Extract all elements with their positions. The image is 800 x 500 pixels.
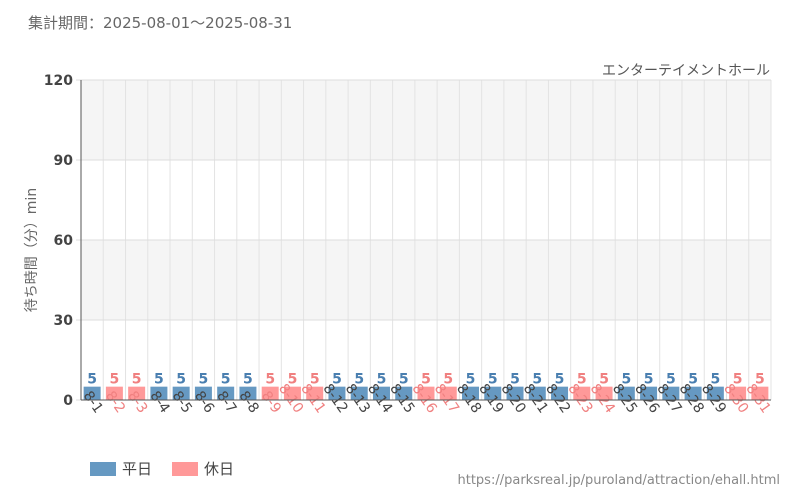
source-url[interactable]: https://parksreal.jp/puroland/attraction…: [457, 473, 781, 488]
legend: 平日 休日: [90, 458, 234, 479]
value-label: 5: [510, 372, 520, 388]
value-label: 5: [288, 372, 298, 388]
y-tick-label: 90: [54, 153, 74, 169]
legend-swatch-holiday: [172, 461, 199, 476]
value-label: 5: [199, 372, 209, 388]
value-label: 5: [421, 372, 431, 388]
value-label: 5: [755, 372, 765, 388]
grid-band: [81, 80, 771, 160]
bar-8-29[interactable]: [706, 386, 724, 400]
value-label: 5: [577, 372, 587, 388]
value-label: 5: [154, 372, 164, 388]
bar-8-23[interactable]: [573, 386, 591, 400]
legend-label-holiday: 休日: [204, 460, 235, 478]
bar-8-18[interactable]: [462, 386, 480, 400]
value-label: 5: [377, 372, 387, 388]
legend-item-holiday[interactable]: 休日: [172, 458, 234, 479]
value-label: 5: [176, 372, 186, 388]
bar-8-14[interactable]: [372, 386, 390, 400]
value-label: 5: [265, 372, 275, 388]
legend-label-weekday: 平日: [122, 460, 153, 478]
bar-8-9[interactable]: [261, 386, 279, 400]
bar-8-2[interactable]: [105, 386, 123, 400]
bar-8-4[interactable]: [150, 386, 168, 400]
bar-8-10[interactable]: [283, 386, 301, 400]
period-label: 集計期間：2025-08-01～2025-08-31: [28, 14, 293, 32]
value-label: 5: [110, 372, 120, 388]
bar-8-24[interactable]: [595, 386, 613, 400]
y-tick-label: 60: [54, 233, 74, 249]
bar-8-15[interactable]: [395, 386, 413, 400]
grid-band: [81, 240, 771, 320]
value-label: 5: [243, 372, 253, 388]
bar-8-26[interactable]: [640, 386, 658, 400]
bar-8-13[interactable]: [350, 386, 368, 400]
bar-8-27[interactable]: [662, 386, 680, 400]
bar-8-21[interactable]: [528, 386, 546, 400]
y-tick-label: 30: [54, 313, 74, 329]
legend-swatch-weekday: [90, 461, 116, 476]
value-label: 5: [466, 372, 476, 388]
value-label: 5: [644, 372, 654, 388]
bar-8-22[interactable]: [551, 386, 569, 400]
y-tick-label: 0: [63, 393, 73, 409]
value-label: 5: [488, 372, 498, 388]
legend-item-weekday[interactable]: 平日: [90, 458, 152, 479]
value-label: 5: [443, 372, 453, 388]
attraction-name: エンターテイメントホール: [602, 63, 770, 79]
value-label: 5: [399, 372, 409, 388]
value-label: 5: [532, 372, 542, 388]
value-label: 5: [132, 372, 142, 388]
y-tick-label: 120: [44, 73, 73, 89]
bar-8-25[interactable]: [617, 386, 635, 400]
bar-8-5[interactable]: [172, 386, 190, 400]
value-label: 5: [332, 372, 342, 388]
bar-8-12[interactable]: [328, 386, 346, 400]
bar-8-17[interactable]: [439, 386, 457, 400]
value-label: 5: [599, 372, 609, 388]
bar-8-11[interactable]: [306, 386, 324, 400]
value-label: 5: [87, 372, 97, 388]
value-label: 5: [621, 372, 631, 388]
bar-8-7[interactable]: [217, 386, 235, 400]
bar-8-19[interactable]: [484, 386, 502, 400]
value-label: 5: [733, 372, 743, 388]
bar-8-16[interactable]: [417, 386, 435, 400]
bar-8-1[interactable]: [83, 386, 101, 400]
bar-8-30[interactable]: [729, 386, 747, 400]
bar-8-6[interactable]: [194, 386, 212, 400]
grid-band: [81, 160, 771, 240]
value-label: 5: [555, 372, 565, 388]
value-label: 5: [310, 372, 320, 388]
bar-8-3[interactable]: [128, 386, 146, 400]
y-axis-label: 待ち時間（分）min: [24, 188, 40, 312]
bar-8-28[interactable]: [684, 386, 702, 400]
value-label: 5: [666, 372, 676, 388]
bar-8-20[interactable]: [506, 386, 524, 400]
value-label: 5: [354, 372, 364, 388]
value-label: 5: [710, 372, 720, 388]
value-label: 5: [688, 372, 698, 388]
value-label: 5: [221, 372, 231, 388]
bar-8-31[interactable]: [751, 386, 769, 400]
bar-8-8[interactable]: [239, 386, 257, 400]
